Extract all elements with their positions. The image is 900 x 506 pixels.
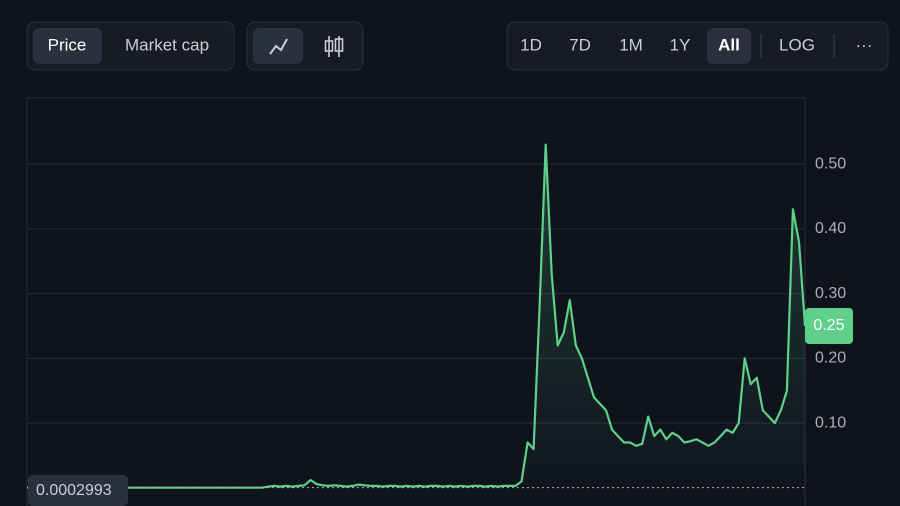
price-line xyxy=(27,143,807,489)
range-group xyxy=(506,21,889,71)
y-tick-label: 0.10 xyxy=(815,414,846,431)
candle-icon[interactable] xyxy=(324,36,344,57)
range-button[interactable]: All xyxy=(718,35,740,54)
current-price-label: 0.25 xyxy=(813,317,844,334)
y-tick-label: 0.50 xyxy=(815,155,846,172)
y-tick-label: 0.20 xyxy=(815,350,846,367)
log-toggle[interactable]: LOG xyxy=(779,35,815,54)
y-tick-label: 0.30 xyxy=(815,285,846,302)
current-price-tag xyxy=(805,307,853,344)
more-button[interactable]: ··· xyxy=(856,35,873,54)
y-tick-label: 0.40 xyxy=(815,220,846,237)
price-tab[interactable]: Price xyxy=(48,35,87,54)
line-icon xyxy=(269,38,288,55)
range-button[interactable]: 7D xyxy=(569,35,591,54)
active-tab-bg xyxy=(33,28,102,64)
range-button[interactable]: 1D xyxy=(520,35,542,54)
line-type-button[interactable] xyxy=(253,28,303,64)
area xyxy=(27,144,805,506)
range-button[interactable]: 1M xyxy=(619,35,643,54)
market-cap-tab[interactable]: Market cap xyxy=(125,35,209,54)
baseline-tag xyxy=(28,475,128,506)
range-button[interactable]: 1Y xyxy=(670,35,691,54)
active-range-bg xyxy=(707,28,751,64)
baseline-label: 0.0002993 xyxy=(36,482,112,499)
